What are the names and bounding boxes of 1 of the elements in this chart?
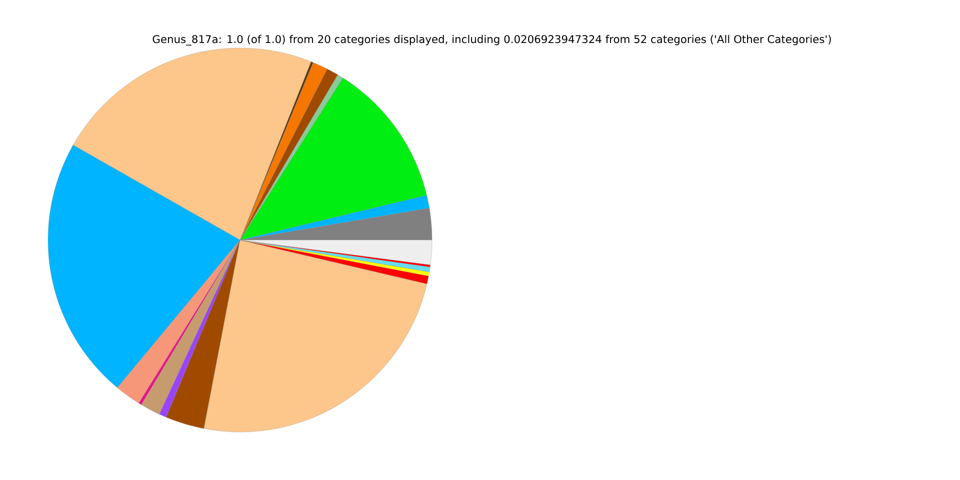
- text: Genus_817a: 1.0 (of 1.0) from 20 categories displayed, including 0.0206923947324 from 52 categories ('All Other Categories'): [152, 34, 831, 46]
